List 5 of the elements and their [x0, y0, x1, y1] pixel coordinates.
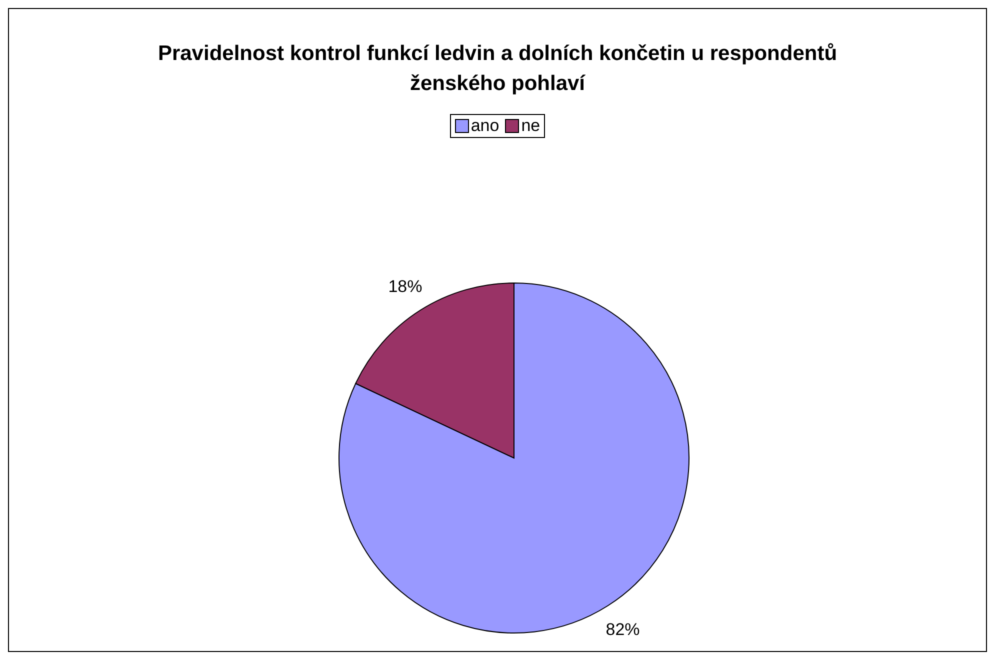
legend-label: ne	[520, 116, 540, 136]
data-label: 82%	[606, 620, 640, 639]
legend-label: ano	[470, 116, 500, 136]
data-label: 18%	[388, 277, 422, 296]
chart-title: Pravidelnost kontrol funkcí ledvin a dolních končetin u respondentů ženského pohlaví	[156, 41, 838, 97]
